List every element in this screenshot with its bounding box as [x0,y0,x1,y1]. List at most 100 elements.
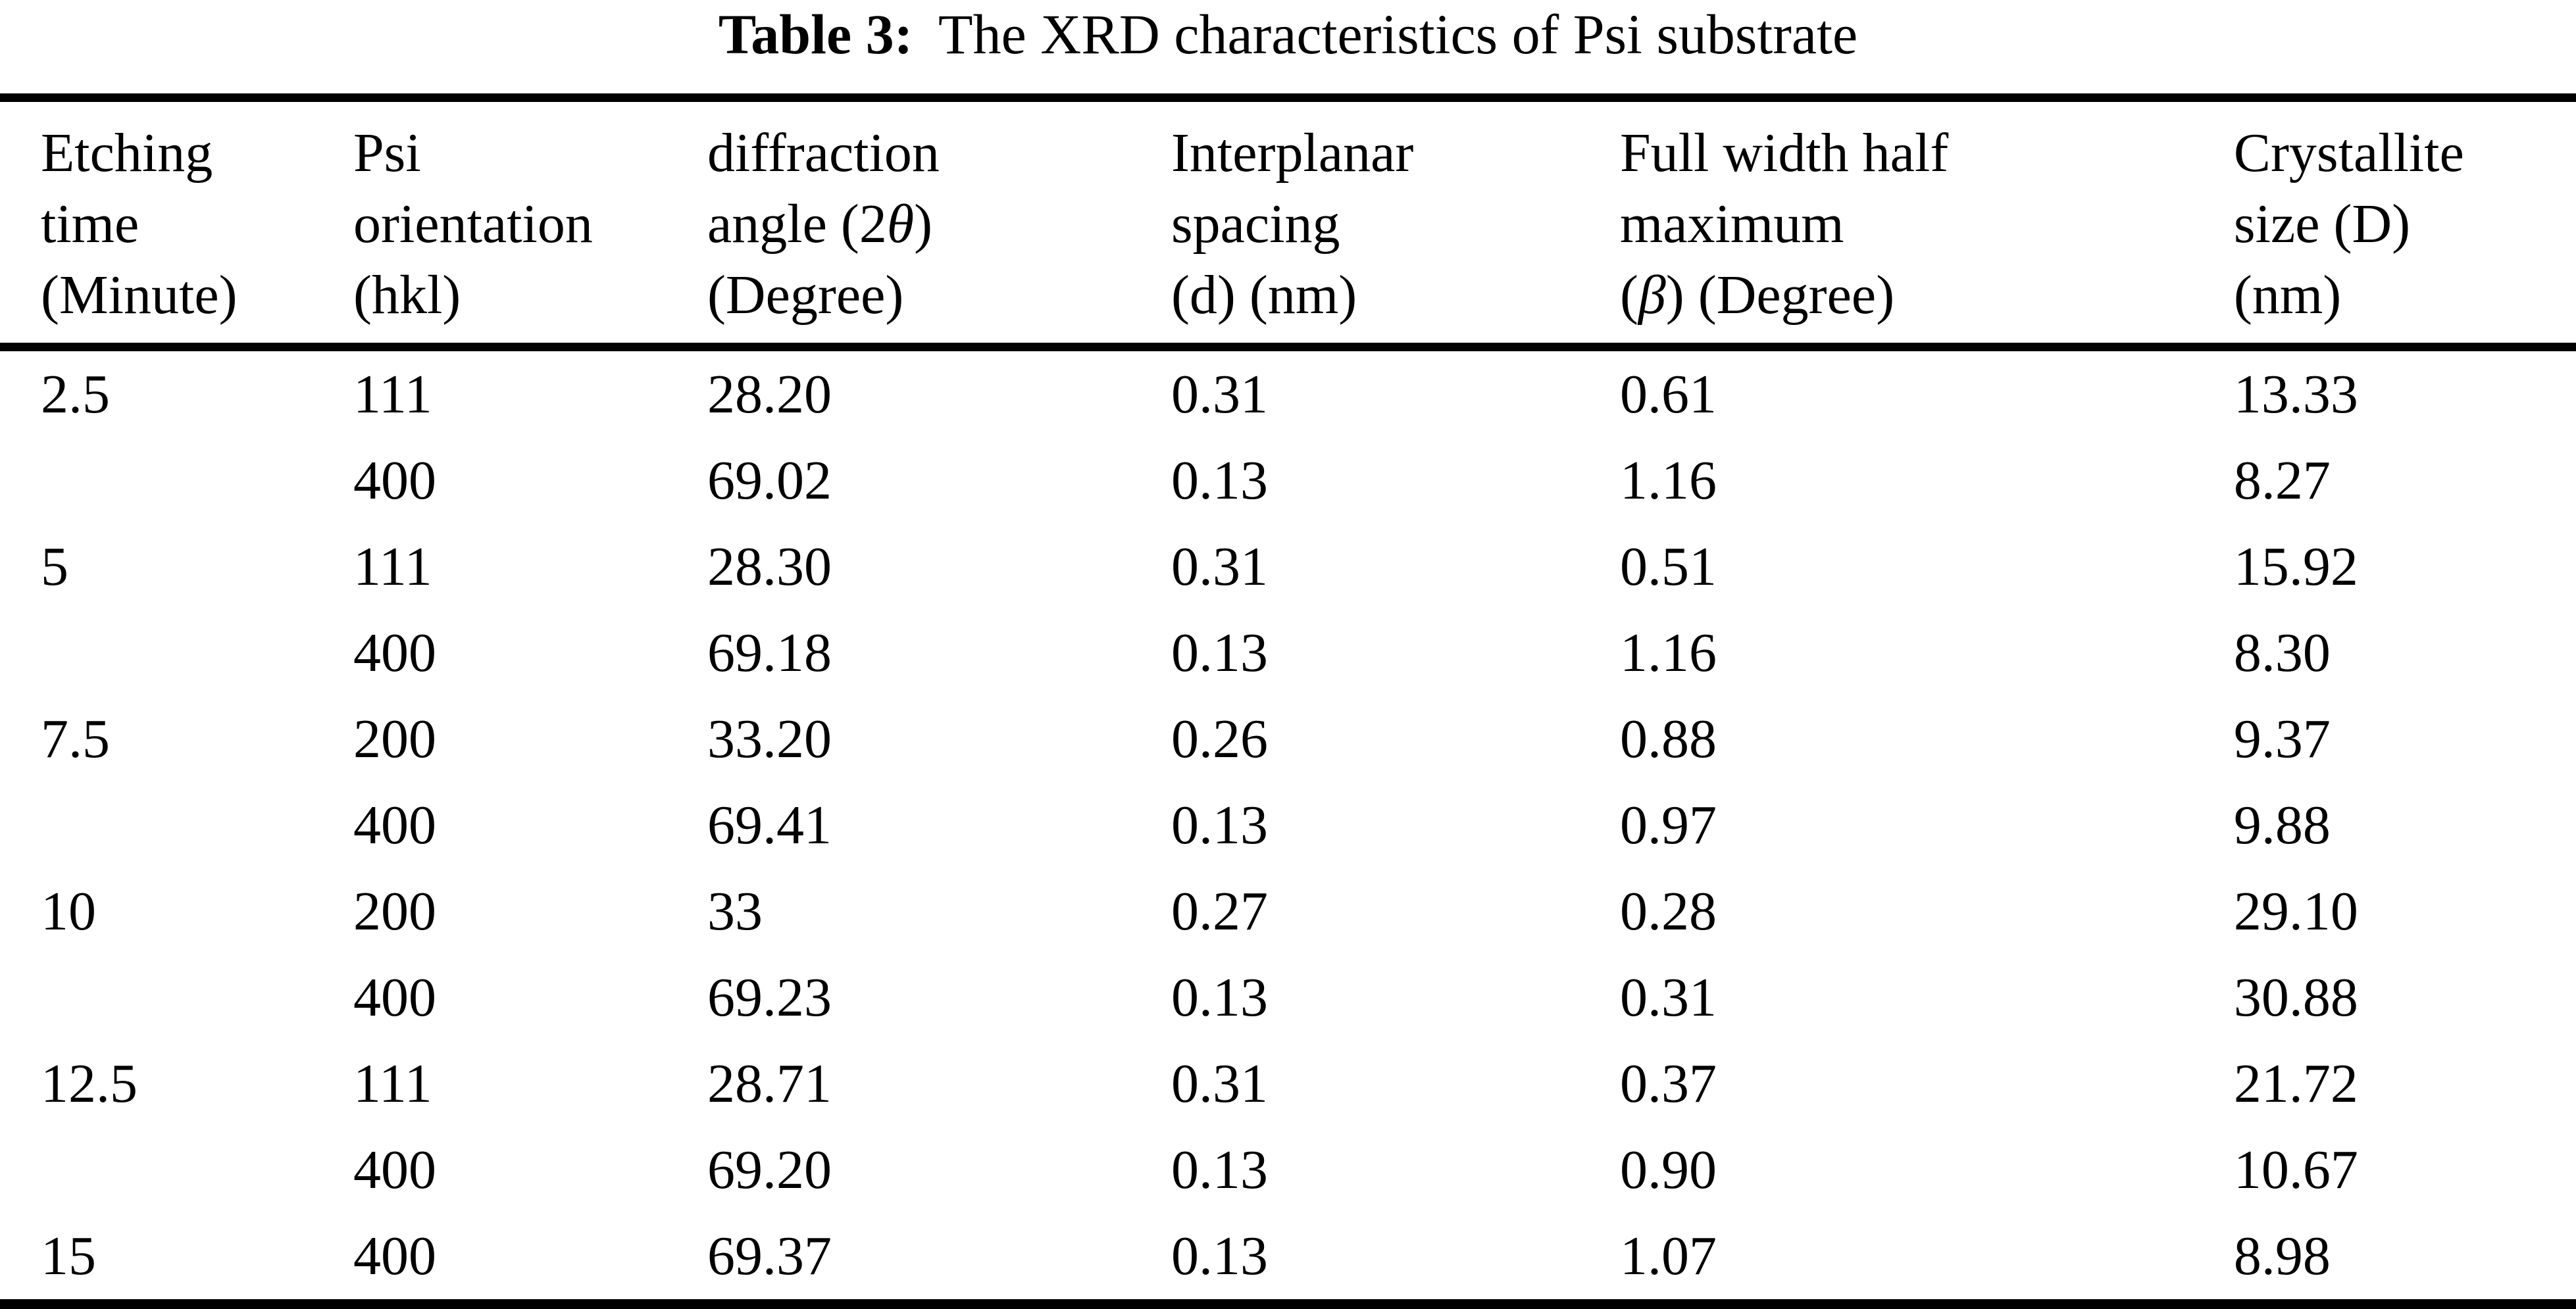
header-line: spacing [1171,193,1340,255]
cell-diffraction-angle: 69.02 [707,449,832,511]
cell-diffraction-angle: 33 [707,880,763,942]
cell-fwhm: 0.88 [1619,708,1717,770]
cell-interplanar-spacing: 0.13 [1171,1139,1268,1200]
header-row: Etching time (Minute) Psi orientation (h… [0,98,2576,347]
table-row: 400 69.18 0.13 1.16 8.30 [0,610,2576,696]
table-row: 5 111 28.30 0.31 0.51 15.92 [0,524,2576,610]
cell-fwhm: 0.28 [1619,880,1717,942]
cell-diffraction-angle: 69.23 [707,966,832,1028]
cell-orientation: 400 [353,794,436,856]
column-header-interplanar-spacing: Interplanar spacing (d) (nm) [1171,98,1620,347]
header-line-part: angle (2 [707,193,887,255]
table-row: 12.5 111 28.71 0.31 0.37 21.72 [0,1041,2576,1127]
cell-crystallite-size: 10.67 [2233,1139,2358,1200]
header-line: time [41,193,139,255]
header-line: diffraction [707,122,940,184]
cell-etching-time: 7.5 [41,708,110,770]
cell-etching-time [0,954,353,1041]
cell-diffraction-angle: 33.20 [707,708,832,770]
column-header-diffraction-angle: diffraction angle (2θ) (Degree) [707,98,1171,347]
column-header-fwhm: Full width half maximum (β) (Degree) [1620,98,2234,347]
cell-orientation: 400 [353,1225,436,1287]
header-line: (nm) [2233,264,2342,326]
cell-crystallite-size: 8.27 [2233,449,2331,511]
cell-interplanar-spacing: 0.31 [1171,363,1268,425]
table-row: 2.5 111 28.20 0.31 0.61 13.33 [0,347,2576,438]
beta-symbol: β [1638,264,1666,326]
cell-crystallite-size: 9.88 [2233,794,2331,856]
header-line: (Degree) [707,264,904,326]
header-line: size (D) [2233,193,2411,255]
cell-interplanar-spacing: 0.31 [1171,535,1268,597]
table-row: 10 200 33 0.27 0.28 29.10 [0,868,2576,954]
table-row: 400 69.20 0.13 0.90 10.67 [0,1127,2576,1213]
header-line-part: ) (Degree) [1665,264,1895,326]
column-header-etching-time: Etching time (Minute) [0,98,353,347]
cell-orientation: 200 [353,708,436,770]
column-header-crystallite-size: Crystallite size (D) (nm) [2234,98,2576,347]
cell-orientation: 400 [353,1139,436,1200]
cell-interplanar-spacing: 0.13 [1171,1225,1268,1287]
header-line: maximum [1619,193,1844,255]
cell-diffraction-angle: 28.71 [707,1052,832,1114]
header-line: Interplanar [1171,122,1414,184]
cell-orientation: 111 [353,535,432,597]
cell-crystallite-size: 13.33 [2233,363,2358,425]
xrd-characteristics-table: Etching time (Minute) Psi orientation (h… [0,93,2576,1309]
cell-etching-time [0,610,353,696]
cell-etching-time [0,1127,353,1213]
cell-diffraction-angle: 69.18 [707,622,832,683]
cell-etching-time: 2.5 [41,363,110,425]
cell-orientation: 111 [353,1052,432,1114]
cell-etching-time: 5 [41,535,68,597]
theta-symbol: θ [886,193,915,255]
cell-diffraction-angle: 69.20 [707,1139,832,1200]
cell-fwhm: 0.51 [1619,535,1717,597]
cell-fwhm: 0.37 [1619,1052,1717,1114]
header-line: Full width half [1619,122,1949,184]
cell-orientation: 400 [353,449,436,511]
cell-interplanar-spacing: 0.13 [1171,966,1268,1028]
table-row: 400 69.41 0.13 0.97 9.88 [0,782,2576,868]
header-line: Crystallite [2233,122,2464,184]
cell-diffraction-angle: 28.30 [707,535,832,597]
cell-crystallite-size: 9.37 [2233,708,2331,770]
cell-diffraction-angle: 69.41 [707,794,832,856]
column-header-psi-orientation: Psi orientation (hkl) [353,98,707,347]
cell-crystallite-size: 8.98 [2233,1225,2331,1287]
header-line-part: ( [1619,264,1638,326]
cell-diffraction-angle: 69.37 [707,1225,832,1287]
cell-etching-time: 12.5 [41,1052,138,1114]
cell-fwhm: 1.16 [1619,622,1717,683]
cell-etching-time [0,437,353,524]
table-row: 400 69.02 0.13 1.16 8.27 [0,437,2576,524]
table-caption-text: The XRD characteristics of Psi substrate [938,3,1858,66]
cell-interplanar-spacing: 0.13 [1171,622,1268,683]
cell-diffraction-angle: 28.20 [707,363,832,425]
header-line: (hkl) [353,264,461,326]
cell-orientation: 200 [353,880,436,942]
header-line: (d) (nm) [1171,264,1357,326]
header-line: Etching [41,122,213,184]
table-caption-label: Table 3: [718,3,913,66]
cell-interplanar-spacing: 0.13 [1171,794,1268,856]
cell-etching-time: 15 [41,1225,96,1287]
cell-interplanar-spacing: 0.26 [1171,708,1268,770]
table-caption: Table 3: The XRD characteristics of Psi s… [0,0,2576,93]
cell-fwhm: 0.90 [1619,1139,1717,1200]
cell-fwhm: 0.31 [1619,966,1717,1028]
cell-etching-time [0,782,353,868]
cell-fwhm: 0.61 [1619,363,1717,425]
table-row: 15 400 69.37 0.13 1.07 8.98 [0,1213,2576,1304]
header-line: Psi [353,122,421,184]
cell-fwhm: 1.07 [1619,1225,1717,1287]
cell-crystallite-size: 15.92 [2233,535,2358,597]
cell-orientation: 400 [353,622,436,683]
cell-orientation: 111 [353,363,432,425]
cell-orientation: 400 [353,966,436,1028]
cell-crystallite-size: 21.72 [2233,1052,2358,1114]
header-line: (Minute) [41,264,238,326]
cell-crystallite-size: 8.30 [2233,622,2331,683]
header-line: (β) (Degree) [1620,260,2234,331]
header-line-part: ) [914,193,933,255]
